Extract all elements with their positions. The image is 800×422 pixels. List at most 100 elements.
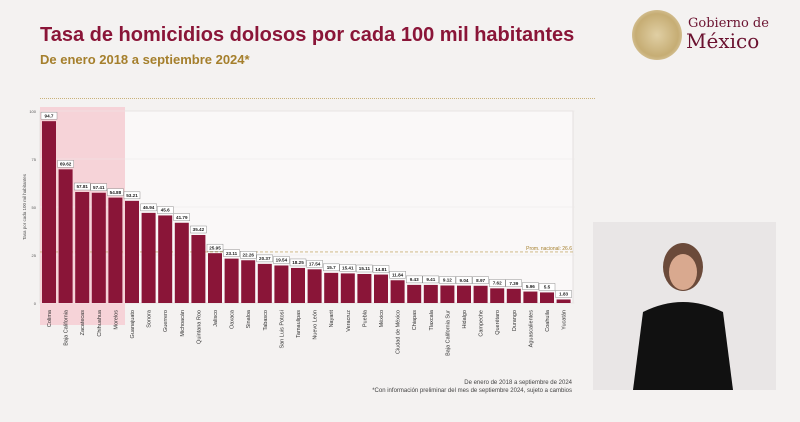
x-tick-label: Hidalgo (462, 310, 468, 329)
y-tick-label: 0 (34, 301, 37, 306)
x-tick-label: Yucatán (562, 310, 568, 330)
data-label-box (406, 275, 423, 284)
data-label-box (256, 254, 273, 263)
data-label-box (439, 276, 456, 284)
data-label: 11.84 (392, 272, 404, 277)
data-label-box (422, 275, 439, 284)
bar-aguascalientes (523, 291, 538, 303)
x-tick-label: Tlaxcala (429, 309, 435, 330)
bar-hidalgo (457, 285, 471, 303)
data-label: 15.11 (359, 266, 371, 271)
x-tick-label: Sinaloa (246, 309, 252, 328)
data-label-box (173, 213, 191, 221)
data-label-box (323, 263, 340, 272)
bar-guanajuato (125, 200, 139, 303)
data-label: 23.11 (226, 251, 238, 256)
national-average-label: Prom. nacional: 26.6 (526, 246, 572, 252)
data-label: 45.6 (161, 208, 170, 213)
bar-oaxaca (224, 258, 239, 303)
x-tick-label: Baja California (64, 309, 70, 346)
data-label: 54.88 (110, 190, 122, 195)
x-tick-label: Morelos (113, 310, 119, 330)
data-label: 5.96 (526, 284, 535, 289)
y-tick-label: 50 (32, 205, 37, 210)
data-label-box (156, 206, 174, 214)
bar-sinaloa (241, 260, 256, 303)
data-label-box (389, 271, 406, 279)
x-tick-label: Quintana Roo (196, 310, 202, 344)
bar-baja-california (58, 169, 73, 303)
data-label-box (223, 249, 240, 257)
data-label: 15.7 (327, 265, 336, 270)
data-label-box (273, 256, 290, 264)
data-label-box (289, 258, 307, 267)
bar-coahuila (540, 292, 554, 303)
x-tick-label: Chiapas (412, 310, 418, 330)
data-label-box (123, 191, 141, 200)
bar-chihuahua (91, 192, 106, 303)
data-label: 19.54 (276, 258, 288, 263)
x-tick-label: México (379, 310, 385, 327)
bar-tabasco (257, 263, 272, 303)
x-tick-label: Guanajuato (130, 310, 136, 338)
sign-language-interpreter-video (593, 222, 776, 390)
data-label: 9.04 (460, 278, 469, 283)
bar-yucatán (556, 299, 571, 303)
data-label: 5.5 (544, 285, 551, 290)
page-subtitle: De enero 2018 a septiembre 2024* (40, 52, 250, 67)
data-label: 22.26 (242, 252, 254, 257)
bar-colima (42, 121, 56, 304)
data-label-box (472, 276, 489, 284)
data-label: 35.42 (193, 227, 205, 232)
x-tick-label: Veracruz (346, 310, 352, 332)
bar-puebla (357, 273, 372, 303)
bar-nayarit (324, 272, 339, 303)
x-tick-label: Chihuahua (97, 309, 103, 337)
x-tick-label: Zacatecas (80, 310, 86, 336)
x-tick-label: Nuevo León (313, 310, 319, 340)
data-label: 41.79 (176, 215, 188, 220)
data-label: 1.83 (559, 292, 568, 297)
data-label-box (57, 160, 74, 168)
y-tick-label: 25 (32, 253, 37, 258)
x-tick-label: Colima (47, 309, 53, 327)
data-label: 8.97 (476, 278, 485, 283)
data-label-box (206, 243, 224, 252)
data-label-box (140, 203, 157, 212)
data-label-box (239, 251, 257, 259)
x-tick-label: Baja California Sur (445, 310, 451, 356)
bar-chiapas (407, 284, 422, 303)
footnote-preliminary: *Con información preliminar del mes de s… (372, 388, 572, 394)
x-tick-label: Tabasco (263, 310, 269, 331)
x-tick-label: Oaxaca (230, 309, 236, 329)
data-label-box (90, 183, 108, 191)
y-tick-label: 100 (29, 109, 36, 114)
data-label: 69.62 (60, 162, 72, 167)
bar-michoacán (174, 222, 189, 303)
y-axis-label: Tasa por cada 100 mil habitantes (22, 173, 27, 240)
x-tick-label: Aguascalientes (528, 310, 534, 348)
data-label-box (372, 265, 390, 273)
data-label-box (73, 182, 91, 191)
x-tick-label: Querétaro (495, 310, 501, 335)
divider (40, 98, 595, 99)
data-label-box (538, 283, 556, 291)
bar-nuevo-león (307, 269, 322, 303)
coat-of-arms-logo (632, 10, 682, 60)
x-tick-label: San Luis Potosí (279, 310, 285, 349)
bar-durango (506, 288, 521, 303)
data-label-box (356, 264, 373, 273)
data-label: 9.43 (410, 277, 419, 282)
data-label-box (489, 279, 506, 287)
data-label: 17.54 (309, 262, 321, 267)
data-label-box (339, 264, 356, 272)
bar-quintana-roo (191, 234, 206, 303)
bar-zacatecas (75, 192, 90, 303)
bar-campeche (473, 285, 488, 303)
data-label-box (306, 260, 323, 268)
x-tick-label: Guerrero (163, 310, 169, 332)
data-label: 18.25 (292, 260, 304, 265)
data-label: 20.37 (259, 256, 271, 261)
bar-tlaxcala (423, 284, 438, 303)
data-label-box (505, 279, 522, 288)
